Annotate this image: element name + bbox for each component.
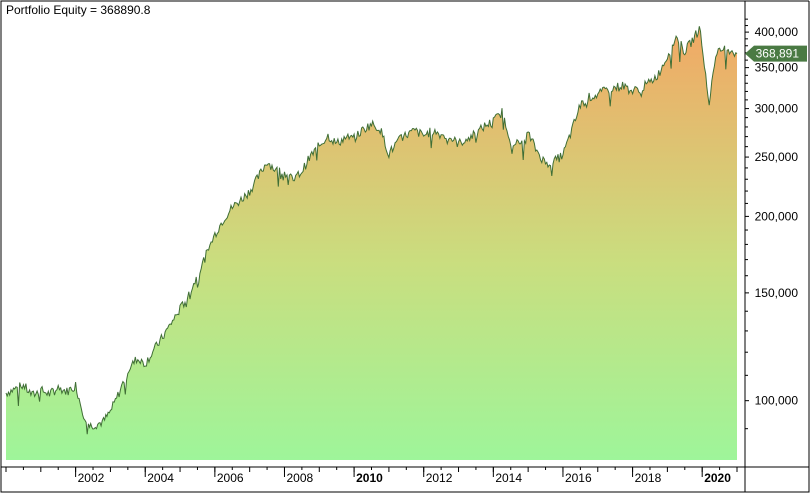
x-tick-label: 2002 [78, 471, 105, 485]
last-value-label: 368,891 [756, 47, 800, 61]
y-tick-label: 200,000 [755, 209, 799, 223]
equity-area-fill [6, 26, 737, 461]
axis-border [0, 466, 810, 493]
chart-title: Portfolio Equity = 368890.8 [6, 3, 151, 17]
y-tick-label: 300,000 [755, 102, 799, 116]
x-tick-label: 2010 [356, 471, 383, 485]
x-tick-label: 2018 [635, 471, 662, 485]
x-axis: 2002 2004 2006 2008 2010 2012 2014 2016 2018 2020 [5, 467, 738, 485]
y-tick-label: 250,000 [755, 150, 799, 164]
x-tick-label: 2004 [147, 471, 174, 485]
x-tick-label: 2006 [217, 471, 244, 485]
x-tick-label: 2014 [495, 471, 522, 485]
equity-line [5, 26, 738, 435]
y-tick-label: 400,000 [755, 25, 799, 39]
last-value-badge [745, 45, 807, 62]
y-axis: 100,000 150,000 200,000 250,000 300,000 350,0… [745, 18, 799, 430]
x-tick-label: 2012 [426, 471, 453, 485]
x-tick-label: 2020 [704, 471, 731, 485]
equity-line-layer [5, 26, 738, 435]
last-value-badge-layer: 368,891 [745, 45, 807, 62]
x-tick-label: 2016 [565, 471, 592, 485]
y-tick-label: 350,000 [755, 61, 799, 75]
y-tick-label: 100,000 [755, 394, 799, 408]
equity-area-layer [6, 26, 737, 461]
y-tick-label: 150,000 [755, 286, 799, 300]
x-tick-label: 2008 [286, 471, 313, 485]
